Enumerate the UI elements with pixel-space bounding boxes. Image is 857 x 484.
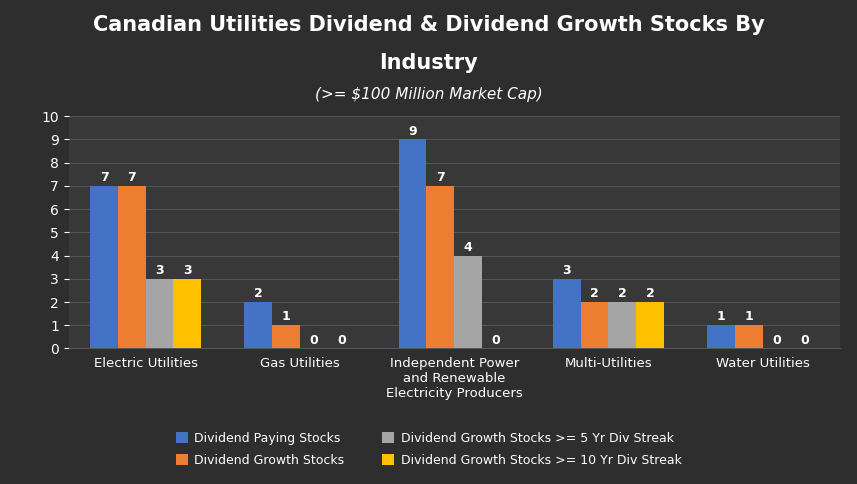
Text: 1: 1 (745, 310, 753, 323)
Bar (553, 279, 581, 348)
Text: 1: 1 (716, 310, 726, 323)
Text: (>= $100 Million Market Cap): (>= $100 Million Market Cap) (315, 87, 542, 102)
Text: 7: 7 (128, 171, 136, 184)
Text: 9: 9 (408, 124, 417, 137)
Text: 0: 0 (491, 333, 500, 347)
Bar (636, 302, 664, 348)
Text: Canadian Utilities Dividend & Dividend Growth Stocks By: Canadian Utilities Dividend & Dividend G… (93, 15, 764, 34)
Text: 7: 7 (436, 171, 445, 184)
Text: 4: 4 (464, 241, 472, 254)
Text: 3: 3 (562, 264, 571, 277)
Text: 7: 7 (99, 171, 109, 184)
Bar (273, 325, 300, 348)
Bar (735, 325, 763, 348)
Text: 2: 2 (254, 287, 263, 300)
Bar (244, 302, 273, 348)
Bar (399, 139, 427, 348)
Legend: Dividend Paying Stocks, Dividend Growth Stocks, Dividend Growth Stocks >= 5 Yr D: Dividend Paying Stocks, Dividend Growth … (169, 425, 688, 473)
Text: 2: 2 (618, 287, 626, 300)
Text: 0: 0 (800, 333, 809, 347)
Text: 2: 2 (590, 287, 599, 300)
Text: 0: 0 (337, 333, 346, 347)
Bar (427, 186, 454, 348)
Bar (608, 302, 636, 348)
Bar (118, 186, 146, 348)
Text: 0: 0 (772, 333, 781, 347)
Bar (581, 302, 608, 348)
Text: 2: 2 (645, 287, 655, 300)
Text: 3: 3 (183, 264, 192, 277)
Bar (90, 186, 118, 348)
Text: 0: 0 (309, 333, 318, 347)
Text: 3: 3 (155, 264, 164, 277)
Bar (173, 279, 201, 348)
Bar (707, 325, 735, 348)
Text: 1: 1 (282, 310, 291, 323)
Text: Industry: Industry (379, 53, 478, 73)
Bar (454, 256, 482, 348)
Bar (146, 279, 173, 348)
